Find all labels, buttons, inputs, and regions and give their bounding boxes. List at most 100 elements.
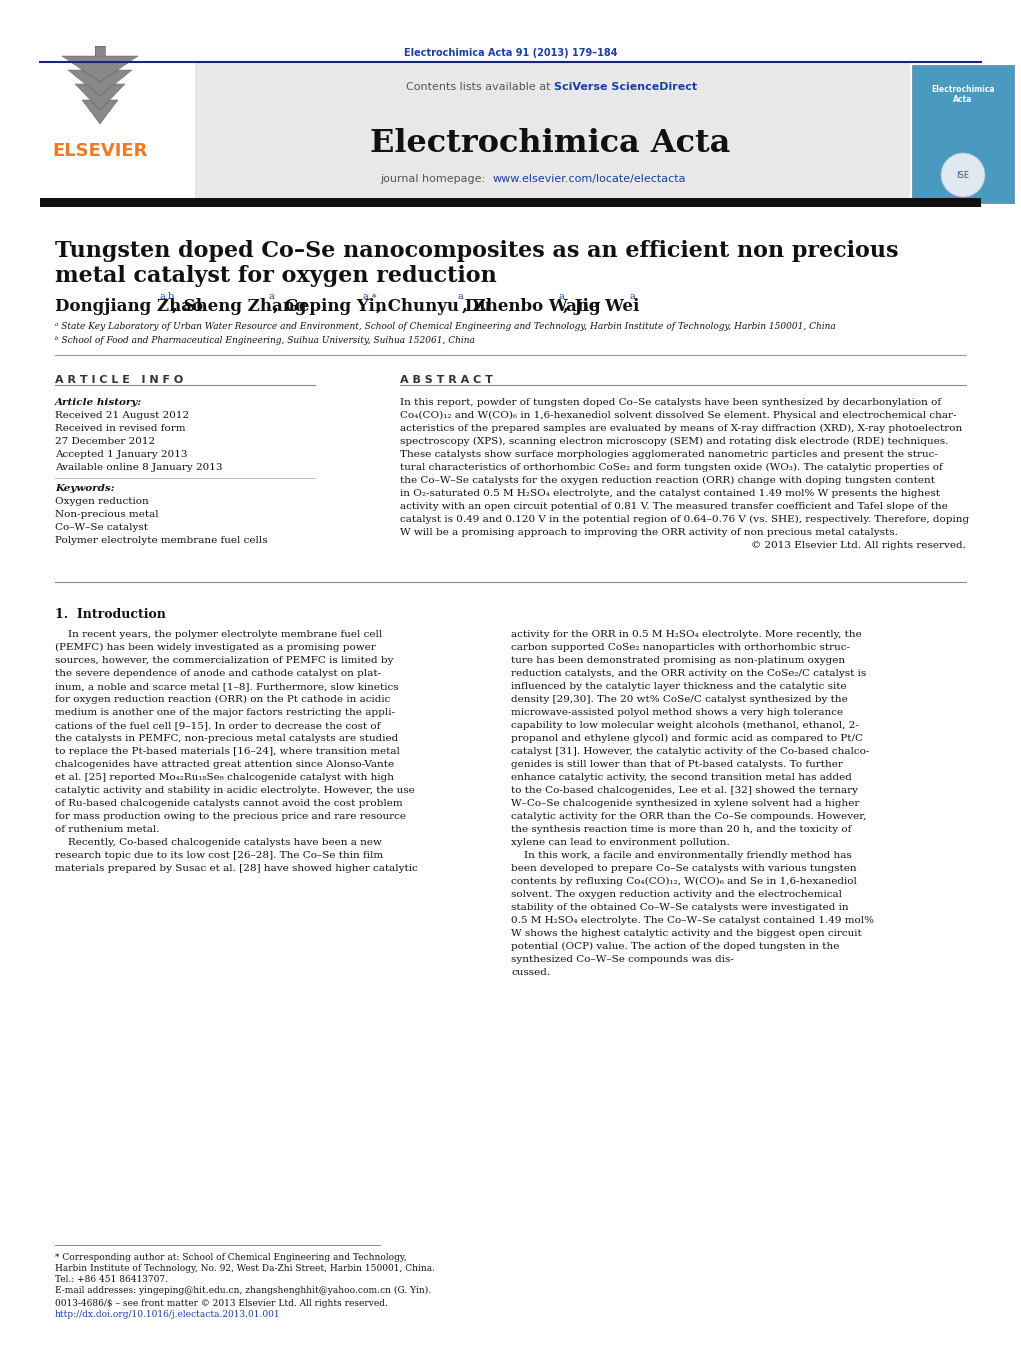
Text: In this report, powder of tungsten doped Co–Se catalysts have been synthesized b: In this report, powder of tungsten doped… [400,399,941,407]
Text: Received in revised form: Received in revised form [55,424,186,434]
Text: catalyst is 0.49 and 0.120 V in the potential region of 0.64–0.76 V (vs. SHE), r: catalyst is 0.49 and 0.120 V in the pote… [400,515,969,524]
Text: Accepted 1 January 2013: Accepted 1 January 2013 [55,450,188,459]
Text: Received 21 August 2012: Received 21 August 2012 [55,411,189,420]
Text: These catalysts show surface morphologies agglomerated nanometric particles and : These catalysts show surface morphologie… [400,450,938,459]
Text: (PEMFC) has been widely investigated as a promising power: (PEMFC) has been widely investigated as … [55,643,376,653]
Text: Co₄(CO)₁₂ and W(CO)₆ in 1,6-hexanediol solvent dissolved Se element. Physical an: Co₄(CO)₁₂ and W(CO)₆ in 1,6-hexanediol s… [400,411,957,420]
Text: stability of the obtained Co–W–Se catalysts were investigated in: stability of the obtained Co–W–Se cataly… [510,902,848,912]
Text: http://dx.doi.org/10.1016/j.electacta.2013.01.001: http://dx.doi.org/10.1016/j.electacta.20… [55,1310,281,1319]
Text: W shows the highest catalytic activity and the biggest open circuit: W shows the highest catalytic activity a… [510,929,862,938]
Polygon shape [82,100,118,124]
Text: sources, however, the commercialization of PEMFC is limited by: sources, however, the commercialization … [55,657,393,665]
Text: Dongjiang Zhao: Dongjiang Zhao [55,299,203,315]
Text: , Zhenbo Wang: , Zhenbo Wang [461,299,600,315]
Text: Polymer electrolyte membrane fuel cells: Polymer electrolyte membrane fuel cells [55,536,268,544]
Text: reduction catalysts, and the ORR activity on the CoSe₂/C catalyst is: reduction catalysts, and the ORR activit… [510,669,866,678]
Text: contents by refluxing Co₄(CO)₁₂, W(CO)₆ and Se in 1,6-hexanediol: contents by refluxing Co₄(CO)₁₂, W(CO)₆ … [510,877,857,886]
Text: Article history:: Article history: [55,399,142,407]
Text: a,∗: a,∗ [362,292,378,301]
Text: enhance catalytic activity, the second transition metal has added: enhance catalytic activity, the second t… [510,773,852,782]
Text: materials prepared by Susac et al. [28] have showed higher catalytic: materials prepared by Susac et al. [28] … [55,865,418,873]
Text: 0.5 M H₂SO₄ electrolyte. The Co–W–Se catalyst contained 1.49 mol%: 0.5 M H₂SO₄ electrolyte. The Co–W–Se cat… [510,916,874,925]
Text: for mass production owing to the precious price and rare resource: for mass production owing to the preciou… [55,812,406,821]
Text: the synthesis reaction time is more than 20 h, and the toxicity of: the synthesis reaction time is more than… [510,825,852,834]
Text: journal homepage:: journal homepage: [380,174,489,184]
Text: microwave-assisted polyol method shows a very high tolerance: microwave-assisted polyol method shows a… [510,708,843,717]
Text: potential (OCP) value. The action of the doped tungsten in the: potential (OCP) value. The action of the… [510,942,839,951]
Text: catalytic activity and stability in acidic electrolyte. However, the use: catalytic activity and stability in acid… [55,786,415,794]
Text: the catalysts in PEMFC, non-precious metal catalysts are studied: the catalysts in PEMFC, non-precious met… [55,734,398,743]
Polygon shape [68,70,132,96]
Text: Keywords:: Keywords: [55,484,114,493]
Text: et al. [25] reported Mo₄₂Ru₁₈Se₈ chalcogenide catalyst with high: et al. [25] reported Mo₄₂Ru₁₈Se₈ chalcog… [55,773,394,782]
Text: In recent years, the polymer electrolyte membrane fuel cell: In recent years, the polymer electrolyte… [55,630,382,639]
Text: ture has been demonstrated promising as non-platinum oxygen: ture has been demonstrated promising as … [510,657,845,665]
Text: density [29,30]. The 20 wt% CoSe/C catalyst synthesized by the: density [29,30]. The 20 wt% CoSe/C catal… [510,694,847,704]
Text: © 2013 Elsevier Ltd. All rights reserved.: © 2013 Elsevier Ltd. All rights reserved… [751,540,966,550]
Text: catalytic activity for the ORR than the Co–Se compounds. However,: catalytic activity for the ORR than the … [510,812,867,821]
Text: a: a [457,292,464,301]
Text: to the Co-based chalcogenides, Lee et al. [32] showed the ternary: to the Co-based chalcogenides, Lee et al… [510,786,858,794]
Text: solvent. The oxygen reduction activity and the electrochemical: solvent. The oxygen reduction activity a… [510,890,842,898]
Text: acteristics of the prepared samples are evaluated by means of X-ray diffraction : acteristics of the prepared samples are … [400,424,962,434]
Text: been developed to prepare Co–Se catalysts with various tungsten: been developed to prepare Co–Se catalyst… [510,865,857,873]
Text: , Chunyu Du: , Chunyu Du [376,299,491,315]
Text: , Jie Wei: , Jie Wei [563,299,639,315]
Text: for oxygen reduction reaction (ORR) on the Pt cathode in acidic: for oxygen reduction reaction (ORR) on t… [55,694,390,704]
Text: A B S T R A C T: A B S T R A C T [400,376,493,385]
Text: Electrochimica
Acta: Electrochimica Acta [931,85,994,104]
Text: , Geping Yin: , Geping Yin [274,299,387,315]
Text: Non-precious metal: Non-precious metal [55,509,158,519]
Text: ELSEVIER: ELSEVIER [52,142,148,159]
Text: Co–W–Se catalyst: Co–W–Se catalyst [55,523,148,532]
Text: A R T I C L E   I N F O: A R T I C L E I N F O [55,376,183,385]
Text: carbon supported CoSe₂ nanoparticles with orthorhombic struc-: carbon supported CoSe₂ nanoparticles wit… [510,643,850,653]
Text: inum, a noble and scarce metal [1–8]. Furthermore, slow kinetics: inum, a noble and scarce metal [1–8]. Fu… [55,682,398,690]
Text: genides is still lower than that of Pt-based catalysts. To further: genides is still lower than that of Pt-b… [510,761,843,769]
Text: Electrochimica Acta 91 (2013) 179–184: Electrochimica Acta 91 (2013) 179–184 [404,49,618,58]
Text: of ruthenium metal.: of ruthenium metal. [55,825,159,834]
Text: activity with an open circuit potential of 0.81 V. The measured transfer coeffic: activity with an open circuit potential … [400,503,947,511]
Bar [40,199,981,207]
Text: to replace the Pt-based materials [16–24], where transition metal: to replace the Pt-based materials [16–24… [55,747,400,757]
Text: W will be a promising approach to improving the ORR activity of non precious met: W will be a promising approach to improv… [400,528,897,536]
Text: E-mail addresses: yingeping@hit.edu.cn, zhangshenghhit@yahoo.com.cn (G. Yin).: E-mail addresses: yingeping@hit.edu.cn, … [55,1286,431,1296]
Text: chalcogenides have attracted great attention since Alonso-Vante: chalcogenides have attracted great atten… [55,761,394,769]
Text: in O₂-saturated 0.5 M H₂SO₄ electrolyte, and the catalyst contained 1.49 mol% W : in O₂-saturated 0.5 M H₂SO₄ electrolyte,… [400,489,940,499]
Text: Tungsten doped Co–Se nanocomposites as an efficient non precious: Tungsten doped Co–Se nanocomposites as a… [55,240,898,262]
Text: a,b: a,b [159,292,175,301]
Text: , Sheng Zhang: , Sheng Zhang [173,299,306,315]
Text: cations of the fuel cell [9–15]. In order to decrease the cost of: cations of the fuel cell [9–15]. In orde… [55,721,381,730]
Text: medium is another one of the major factors restricting the appli-: medium is another one of the major facto… [55,708,395,717]
Text: capability to low molecular weight alcohols (methanol, ethanol, 2-: capability to low molecular weight alcoh… [510,721,859,730]
Text: a: a [269,292,275,301]
Bar [912,65,1014,203]
Polygon shape [62,55,138,82]
Text: Recently, Co-based chalcogenide catalysts have been a new: Recently, Co-based chalcogenide catalyst… [55,838,382,847]
Text: xylene can lead to environment pollution.: xylene can lead to environment pollution… [510,838,730,847]
Text: synthesized Co–W–Se compounds was dis-: synthesized Co–W–Se compounds was dis- [510,955,734,965]
Bar [195,62,910,200]
Bar [95,46,105,55]
Text: research topic due to its low cost [26–28]. The Co–Se thin film: research topic due to its low cost [26–2… [55,851,383,861]
Text: 0013-4686/$ – see front matter © 2013 Elsevier Ltd. All rights reserved.: 0013-4686/$ – see front matter © 2013 El… [55,1300,388,1308]
Text: Oxygen reduction: Oxygen reduction [55,497,149,507]
Text: Available online 8 January 2013: Available online 8 January 2013 [55,463,223,471]
Text: 1.  Introduction: 1. Introduction [55,608,165,621]
Text: Contents lists available at: Contents lists available at [406,82,554,92]
Text: * Corresponding author at: School of Chemical Engineering and Technology,: * Corresponding author at: School of Che… [55,1252,406,1262]
Text: cussed.: cussed. [510,969,550,977]
Text: tural characteristics of orthorhombic CoSe₂ and form tungsten oxide (WO₃). The c: tural characteristics of orthorhombic Co… [400,463,942,471]
Text: the Co–W–Se catalysts for the oxygen reduction reaction (ORR) change with doping: the Co–W–Se catalysts for the oxygen red… [400,476,935,485]
Text: metal catalyst for oxygen reduction: metal catalyst for oxygen reduction [55,265,497,286]
Text: a: a [630,292,635,301]
Text: the severe dependence of anode and cathode catalyst on plat-: the severe dependence of anode and catho… [55,669,381,678]
Text: of Ru-based chalcogenide catalysts cannot avoid the cost problem: of Ru-based chalcogenide catalysts canno… [55,798,402,808]
Text: activity for the ORR in 0.5 M H₂SO₄ electrolyte. More recently, the: activity for the ORR in 0.5 M H₂SO₄ elec… [510,630,862,639]
Text: Electrochimica Acta: Electrochimica Acta [370,128,730,159]
Text: catalyst [31]. However, the catalytic activity of the Co-based chalco-: catalyst [31]. However, the catalytic ac… [510,747,869,757]
Circle shape [941,153,985,197]
Text: Harbin Institute of Technology, No. 92, West Da-Zhi Street, Harbin 150001, China: Harbin Institute of Technology, No. 92, … [55,1265,435,1273]
Text: www.elsevier.com/locate/electacta: www.elsevier.com/locate/electacta [493,174,686,184]
Text: Tel.: +86 451 86413707.: Tel.: +86 451 86413707. [55,1275,168,1283]
